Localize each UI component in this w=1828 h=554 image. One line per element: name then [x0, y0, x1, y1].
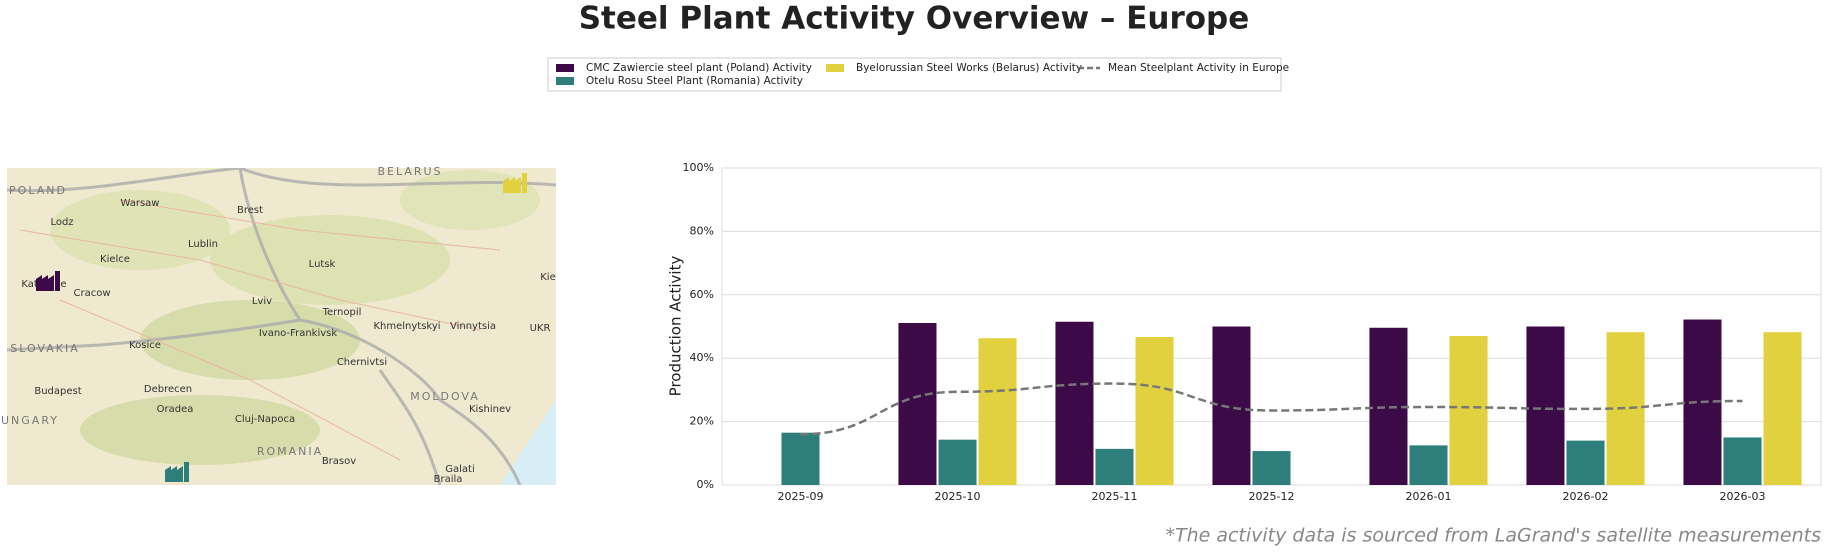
- legend-swatch: [826, 64, 844, 72]
- map-label: UKR: [530, 323, 551, 334]
- bar: [1723, 437, 1762, 485]
- bar: [938, 439, 977, 485]
- bar: [1095, 448, 1134, 485]
- legend-swatch: [556, 64, 574, 72]
- bar: [1212, 326, 1251, 485]
- plant-icon-shape: [165, 462, 189, 482]
- map-label: Lviv: [252, 296, 272, 307]
- map-label: Khmelnytskyi: [373, 321, 440, 332]
- x-tick-label: 2026-02: [1563, 490, 1609, 503]
- bar: [1409, 445, 1448, 485]
- bar: [1055, 321, 1094, 485]
- x-tick-label: 2026-03: [1720, 490, 1766, 503]
- plant-icon: [165, 462, 189, 482]
- map-label: BELARUS: [377, 165, 442, 178]
- y-tick-label: 80%: [690, 224, 714, 237]
- map-label: Kie: [540, 272, 556, 283]
- map-label: Ternopil: [322, 307, 362, 318]
- plant-icon-shape: [503, 173, 527, 193]
- map-label: Lutsk: [309, 259, 336, 270]
- map-label: Budapest: [34, 386, 81, 397]
- map-label: Lublin: [188, 239, 218, 250]
- mean-line: [800, 382, 1743, 436]
- bar: [1449, 336, 1488, 485]
- map-label: Lodz: [50, 217, 73, 228]
- bar: [1526, 326, 1565, 485]
- legend-label: CMC Zawiercie steel plant (Poland) Activ…: [586, 62, 812, 74]
- map-label: Brasov: [322, 456, 356, 467]
- map-label: Ivano-Frankivsk: [259, 328, 338, 339]
- x-tick-label: 2025-09: [778, 490, 824, 503]
- map-label: POLAND: [9, 184, 67, 197]
- legend-label: Byelorussian Steel Works (Belarus) Activ…: [856, 62, 1082, 74]
- map-label: Kosice: [129, 340, 161, 351]
- chart-title: Steel Plant Activity Overview – Europe: [579, 1, 1250, 37]
- map-label: ROMANIA: [257, 445, 323, 458]
- map-label: Cracow: [73, 288, 110, 299]
- map-label: Oradea: [157, 404, 194, 415]
- x-tick-label: 2025-10: [935, 490, 981, 503]
- bar: [781, 432, 820, 485]
- map: BELARUS POLAND Warsaw Lodz Brest Lublin Kielce…: [1, 165, 556, 485]
- bar: [1763, 332, 1802, 485]
- map-label: Braila: [434, 474, 463, 485]
- y-tick-label: 20%: [690, 415, 714, 428]
- y-tick-label: 60%: [690, 288, 714, 301]
- bar: [1135, 336, 1174, 485]
- y-tick-label: 100%: [683, 161, 714, 174]
- plant-icon-shape: [36, 271, 60, 291]
- map-label: Galati: [445, 464, 474, 475]
- map-label: MOLDOVA: [410, 390, 480, 403]
- y-tick-label: 0%: [697, 478, 714, 491]
- map-label: Debrecen: [144, 384, 192, 395]
- map-label: Kielce: [100, 254, 130, 265]
- legend-label: Mean Steelplant Activity in Europe: [1108, 62, 1289, 74]
- x-tick-label: 2026-01: [1406, 490, 1452, 503]
- map-label: SLOVAKIA: [10, 342, 80, 355]
- y-tick-label: 40%: [690, 351, 714, 364]
- map-label: Brest: [237, 205, 263, 216]
- map-label: UNGARY: [1, 414, 59, 427]
- legend-swatch: [556, 77, 574, 85]
- bar: [978, 338, 1017, 485]
- map-label: Cluj-Napoca: [235, 414, 295, 425]
- plant-icon: [503, 173, 527, 193]
- x-tick-label: 2025-12: [1249, 490, 1295, 503]
- plot-frame: [721, 167, 1822, 486]
- plant-icon: [36, 271, 60, 291]
- legend-label: Otelu Rosu Steel Plant (Romania) Activit…: [586, 75, 803, 87]
- x-tick-label: 2025-11: [1092, 490, 1138, 503]
- map-label: Warsaw: [120, 198, 159, 209]
- bar: [1566, 440, 1605, 485]
- bar: [1252, 451, 1291, 485]
- map-label: Vinnytsia: [450, 321, 496, 332]
- y-axis-label: Production Activity: [667, 256, 685, 397]
- bar: [898, 323, 937, 485]
- map-label: Kishinev: [469, 404, 511, 415]
- legend-box: [547, 57, 1282, 92]
- map-label: Chernivtsi: [337, 357, 387, 368]
- footnote: *The activity data is sourced from LaGra…: [1165, 525, 1821, 547]
